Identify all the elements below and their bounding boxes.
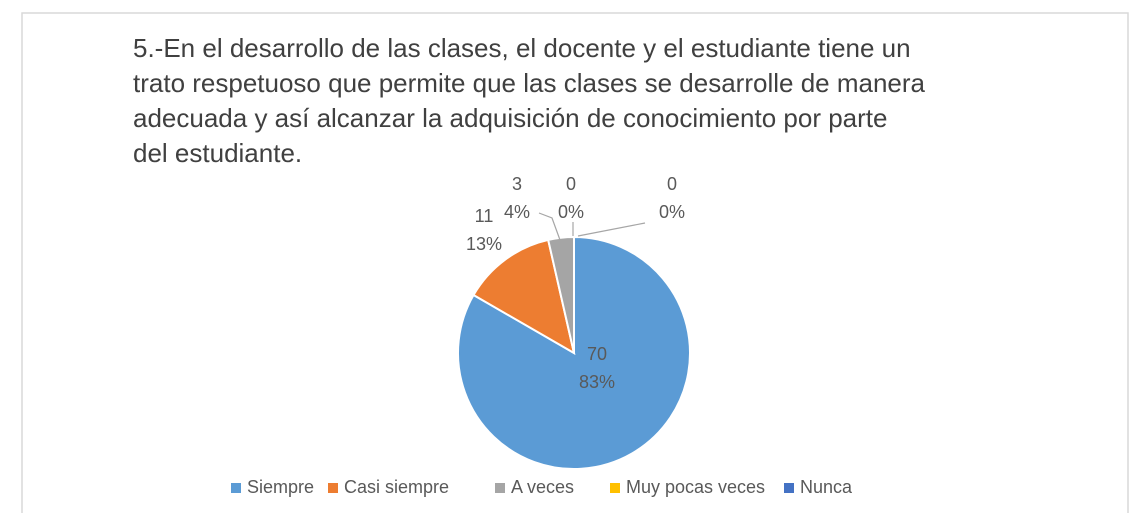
- title-line: trato respetuoso que permite que las cla…: [133, 68, 926, 98]
- title-line: 5.-En el desarrollo de las clases, el do…: [133, 33, 911, 63]
- legend: Siempre Casi siempre A veces Muy pocas vece…: [231, 477, 853, 497]
- data-label: 0: [566, 174, 576, 194]
- title-line: adecuada y así alcanzar la adquisición d…: [133, 103, 887, 133]
- legend-marker: [231, 483, 241, 493]
- chart-frame: [21, 12, 1129, 513]
- percent-label: 13%: [466, 234, 502, 254]
- legend-label: Muy pocas veces: [626, 477, 765, 497]
- percent-label: 83%: [579, 372, 615, 392]
- data-label: 70: [587, 344, 607, 364]
- percent-label: 0%: [659, 202, 685, 222]
- data-label: 11: [475, 206, 494, 226]
- data-label: 0: [667, 174, 677, 194]
- legend-marker: [495, 483, 505, 493]
- data-labels: 70 83% 11 13% 3 4% 0 0% 0 0%: [466, 174, 685, 392]
- legend-label: Casi siempre: [344, 477, 449, 497]
- legend-marker: [328, 483, 338, 493]
- data-label: 3: [512, 174, 522, 194]
- legend-label: Nunca: [800, 477, 853, 497]
- legend-marker: [610, 483, 620, 493]
- pie-slice: [472, 238, 576, 356]
- leader-line: [577, 222, 646, 237]
- legend-label: Siempre: [247, 477, 314, 497]
- leader-line: [538, 212, 561, 241]
- legend-label: A veces: [511, 477, 574, 497]
- chart-title: 5.-En el desarrollo de las clases, el do…: [133, 33, 926, 168]
- title-line: del estudiante.: [133, 138, 302, 168]
- percent-label: 0%: [558, 202, 584, 222]
- legend-marker: [784, 483, 794, 493]
- pie: [457, 235, 691, 470]
- percent-label: 4%: [504, 202, 530, 222]
